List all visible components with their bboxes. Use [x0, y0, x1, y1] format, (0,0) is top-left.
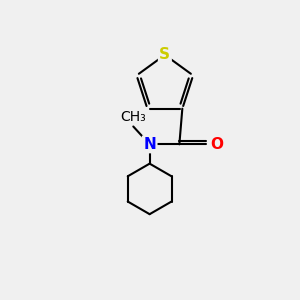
Text: CH₃: CH₃: [120, 110, 146, 124]
Text: S: S: [159, 47, 170, 62]
Text: N: N: [143, 137, 156, 152]
Text: O: O: [211, 137, 224, 152]
